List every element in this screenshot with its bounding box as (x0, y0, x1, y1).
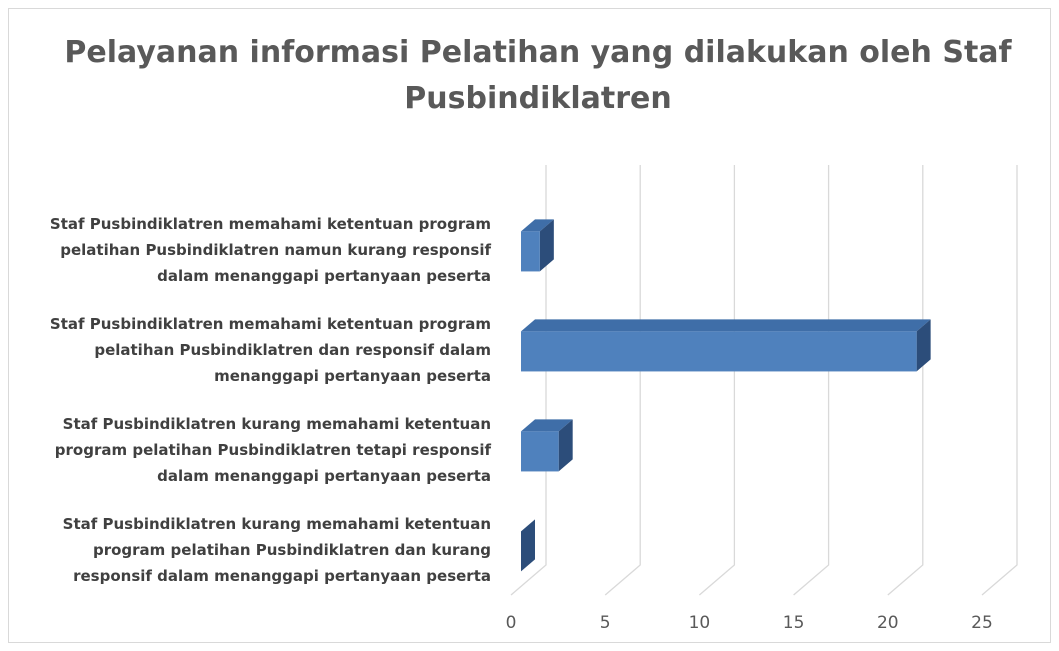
bar-side (521, 519, 535, 572)
y-tick-label: Staf Pusbindiklatren kurang memahami ket… (54, 415, 491, 485)
bar-side (539, 219, 554, 272)
y-tick-label: Staf Pusbindiklatren memahami ketentuan … (49, 315, 491, 385)
bar-front (521, 331, 917, 372)
grid-line (510, 165, 547, 596)
bar-side (916, 319, 931, 372)
bar-top (521, 319, 931, 332)
x-tick-label: 0 (506, 613, 517, 633)
bar-side (558, 419, 573, 472)
grid-line (604, 165, 641, 596)
grid-line (887, 165, 924, 596)
bar-front (521, 231, 540, 272)
bar (521, 419, 573, 472)
x-tick-label: 15 (783, 613, 805, 633)
x-tick-label: 20 (877, 613, 899, 633)
grid-line (981, 165, 1018, 596)
bar-top (521, 219, 554, 232)
x-tick-label: 25 (971, 613, 993, 633)
bar (521, 319, 931, 372)
y-tick-label: Staf Pusbindiklatren kurang memahami ket… (62, 515, 491, 585)
y-tick-label: Staf Pusbindiklatren memahami ketentuan … (49, 215, 491, 285)
bar (521, 519, 535, 572)
grid-line (793, 165, 830, 596)
x-tick-label: 10 (689, 613, 711, 633)
bar (521, 219, 554, 272)
chart-border (8, 8, 1051, 643)
chart-title: Pelayanan informasi Pelatihan yang dilak… (64, 35, 1012, 116)
bar-front (521, 431, 559, 472)
grid-line (698, 165, 736, 596)
x-tick-label: 5 (600, 613, 611, 633)
bar-top (521, 419, 573, 432)
